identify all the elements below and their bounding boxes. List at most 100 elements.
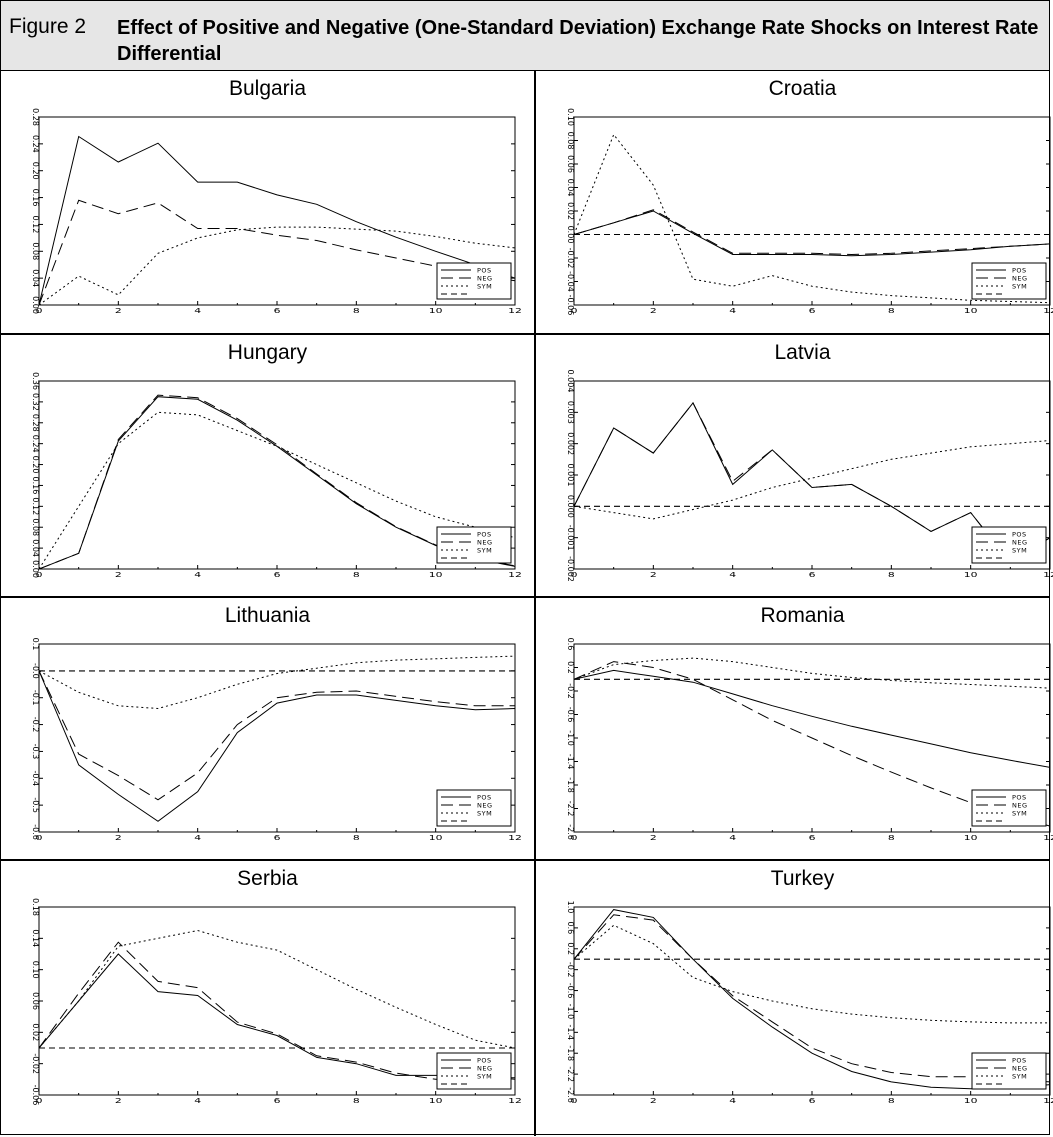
series-line-pos [39, 953, 515, 1080]
x-tick-label: 6 [809, 571, 816, 580]
y-tick-label: -0.4 [31, 770, 40, 786]
series-line-pos [574, 909, 1050, 1090]
x-tick-label: 8 [353, 1097, 360, 1106]
y-tick-label: 0.36 [31, 372, 40, 390]
y-tick-label: 0.10 [566, 108, 575, 126]
x-tick-label: 12 [508, 571, 522, 580]
legend-label: NEG [477, 802, 493, 810]
y-tick-label: -1.8 [566, 1045, 575, 1061]
y-tick-label: 0.32 [31, 393, 40, 411]
x-tick-label: 6 [274, 834, 281, 843]
x-tick-label: 6 [809, 1097, 816, 1106]
y-tick-label: 0.24 [31, 135, 40, 153]
y-tick-label: 0.004 [566, 370, 575, 393]
y-tick-label: 0.14 [31, 929, 40, 947]
y-tick-label: 0.2 [566, 661, 575, 674]
y-tick-label: 0.20 [31, 162, 40, 180]
x-tick-label: 10 [964, 1097, 978, 1106]
y-tick-label: 0.6 [566, 922, 575, 935]
legend-label: POS [1012, 1057, 1027, 1065]
y-tick-label: -1.0 [566, 730, 575, 746]
legend-label: POS [477, 1057, 492, 1065]
x-tick-label: 8 [353, 571, 360, 580]
y-tick-label: -2.2 [566, 1066, 575, 1082]
x-tick-label: 12 [508, 834, 522, 843]
y-tick-label: -0.06 [31, 1085, 40, 1106]
chart-svg: Bulgaria 0.00 0.04 0.08 0.12 0.16 0.20 0.24 0.28… [31, 77, 522, 316]
legend-label: POS [477, 794, 492, 802]
x-tick-label: 0 [36, 571, 43, 580]
x-tick-label: 10 [429, 307, 443, 316]
series-line-sym [574, 133, 1050, 304]
x-tick-label: 0 [571, 307, 578, 316]
x-tick-label: 12 [1043, 571, 1053, 580]
chart-svg: Turkey -2.6 -2.2 -1.8 -1.4 -1.0 -0.6 -0.2 0.2 0.6… [566, 867, 1053, 1106]
legend-label: NEG [1012, 275, 1028, 283]
y-tick-label: -1.4 [566, 754, 575, 770]
x-tick-label: 8 [888, 834, 895, 843]
x-tick-label: 12 [1043, 307, 1053, 316]
y-tick-label: -1.8 [566, 777, 575, 793]
chart-panel: Latvia -0.002 -0.001 0.000 0.001 0.002 0.003 0.… [536, 335, 1053, 597]
y-tick-label: -0.1 [31, 690, 40, 706]
chart-svg: Romania -2.6 -2.2 -1.8 -1.4 -1.0 -0.6 -0.2 0.2 0.… [566, 604, 1053, 843]
legend-box [971, 262, 1047, 300]
series-line-sym [574, 440, 1050, 520]
x-tick-label: 4 [194, 1097, 201, 1106]
legend-label: POS [1012, 531, 1027, 539]
chart-svg: Serbia -0.06 -0.02 0.02 0.06 0.10 0.14 0.18 0 2 4 6… [31, 867, 522, 1106]
y-tick-label: 1.0 [566, 901, 575, 914]
x-tick-label: 10 [964, 571, 978, 580]
y-tick-label: 0.24 [31, 435, 40, 453]
series-line-sym [39, 655, 515, 710]
row-divider [1, 859, 1049, 861]
series-line-neg [574, 661, 1050, 827]
legend-label: SYM [1012, 283, 1027, 291]
y-tick-label: -2.2 [566, 801, 575, 817]
series-line-pos [574, 210, 1050, 257]
x-tick-label: 12 [508, 307, 522, 316]
x-tick-label: 6 [274, 571, 281, 580]
y-tick-label: -0.0 [31, 663, 40, 679]
legend-box [971, 526, 1047, 564]
series-line-pos [574, 669, 1050, 768]
y-tick-label: 0.6 [566, 638, 575, 651]
chart-svg: Hungary 0.00 0.04 0.08 0.12 0.16 0.20 0.24 0.28 0… [31, 341, 522, 580]
chart-svg: Croatia -0.06 -0.04 -0.02 0.00 0.02 0.04 0.06 0.… [566, 77, 1053, 316]
series-line-neg [39, 394, 515, 569]
y-tick-label: 0.08 [31, 242, 40, 260]
x-tick-label: 0 [571, 571, 578, 580]
x-tick-label: 0 [571, 1097, 578, 1106]
figure-header: Figure 2 Effect of Positive and Negative… [1, 1, 1049, 71]
x-tick-label: 2 [115, 571, 122, 580]
legend-box [436, 1052, 512, 1090]
x-tick-label: 4 [729, 834, 736, 843]
y-tick-label: -0.6 [566, 707, 575, 723]
panel-title: Bulgaria [229, 77, 306, 100]
x-tick-label: 12 [1043, 834, 1053, 843]
x-tick-label: 8 [888, 571, 895, 580]
series-line-neg [39, 199, 515, 305]
y-tick-label: -0.02 [31, 1053, 40, 1074]
x-tick-label: 6 [809, 834, 816, 843]
y-tick-label: -0.5 [31, 797, 40, 813]
legend-label: SYM [1012, 547, 1027, 555]
y-tick-label: -2.6 [566, 824, 575, 840]
series-line-pos [39, 135, 515, 305]
x-tick-label: 4 [729, 1097, 736, 1106]
series-line-neg [574, 209, 1050, 256]
panel-title: Croatia [769, 77, 837, 100]
y-tick-label: 0.04 [31, 539, 40, 557]
x-tick-label: 10 [429, 571, 443, 580]
legend-label: SYM [477, 547, 492, 555]
y-tick-label: 0.02 [566, 202, 575, 220]
legend-box [971, 1052, 1047, 1090]
x-tick-label: 0 [571, 834, 578, 843]
legend-label: NEG [477, 1065, 493, 1073]
y-tick-label: 0.001 [566, 464, 575, 487]
series-line-sym [574, 924, 1050, 1024]
x-tick-label: 2 [115, 834, 122, 843]
y-tick-label: 0.06 [31, 992, 40, 1010]
x-tick-label: 8 [888, 1097, 895, 1106]
y-tick-label: -1.4 [566, 1025, 575, 1041]
